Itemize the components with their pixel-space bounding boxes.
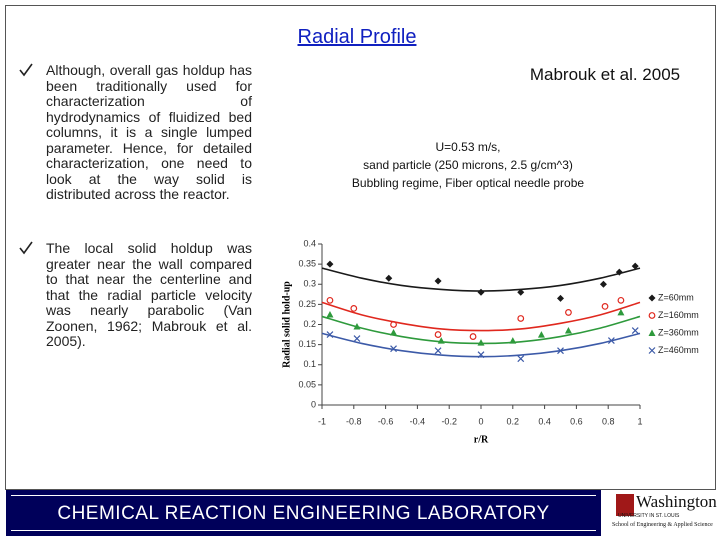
y-tick-label: 0.15 [298,339,316,349]
trend-line [321,332,641,358]
data-point [615,268,623,276]
data-point [350,305,358,312]
data-point [517,288,525,296]
x-tick-label: 0.8 [602,416,615,426]
data-point [631,327,639,334]
x-tick-label: -0.8 [346,416,362,426]
x-tick-label: 1 [637,416,642,426]
x-tick-label: 0.2 [507,416,520,426]
condition: sand particle (250 microns, 2.5 g/cm^3) [363,158,573,172]
logo-line: UNIVERSITY IN ST. LOUIS [618,513,680,519]
data-point [434,347,442,355]
data-point [631,262,639,270]
data-point [617,308,625,316]
legend-label: Z=60mm [658,292,694,302]
data-point [326,331,334,338]
data-point [565,309,572,316]
data-point [477,288,485,296]
data-point [390,345,397,353]
data-point [557,294,564,302]
data-point [385,274,393,282]
slide-frame [5,5,716,490]
data-point [617,296,625,304]
data-point [390,321,397,328]
data-point [599,280,607,288]
legend-marker [648,294,656,302]
data-point [557,347,564,355]
data-point [607,337,615,345]
x-tick-label: -0.2 [441,416,457,426]
footer-text: CHEMICAL REACTION ENGINEERING LABORATORY [57,503,550,524]
logo-line: School of Engineering & Applied Science [612,522,713,528]
x-tick-label: -0.6 [378,416,394,426]
data-point [469,333,477,340]
x-axis-label: r/R [474,434,489,445]
x-tick-label: 0.6 [570,416,583,426]
data-point [517,315,525,322]
chart: 0 0.05 0.1 0.15 0.2 0.25 0.3 0.35 0.4 -1 -0.8 -0.6 -… [281,238,699,445]
y-tick-label: 0.3 [303,279,316,289]
check-icon [19,241,33,255]
check-icon [19,63,33,77]
data-point [434,331,442,338]
legend-label: Z=160mm [658,310,699,320]
y-tick-label: 0.4 [303,238,316,248]
condition: U=0.53 m/s, [435,140,501,154]
logo-shield [616,494,634,516]
condition: Bubbling regime, Fiber optical needle pr… [351,176,585,190]
x-tick-label: 0 [478,416,483,426]
data-point [517,355,525,363]
x-tick-label: -0.4 [410,416,426,426]
trend-line [321,267,641,292]
data-point [353,335,361,343]
y-axis-label: Radial solid hold-up [281,281,292,368]
data-point [601,302,609,310]
data-point [537,331,545,338]
x-tick-label: -1 [318,416,326,426]
bullet: Although, overall gas holdup has been tr… [46,62,252,202]
y-tick-label: 0.25 [298,299,316,309]
footer-bar: CHEMICAL REACTION ENGINEERING LABORATORY [6,490,601,536]
data-point [509,337,517,344]
data-point [437,337,445,344]
legend-marker [648,329,656,336]
x-tick-label: 0.4 [538,416,551,426]
legend-label: Z=460mm [658,345,699,355]
y-tick-label: 0.35 [298,259,316,269]
legend-marker [648,312,656,319]
citation: Mabrouk et al. 2005 [529,65,681,84]
y-tick-label: 0 [311,399,316,409]
legend-label: Z=360mm [658,327,699,337]
slide-title: Radial Profile [297,26,417,48]
y-tick-label: 0.1 [303,359,316,369]
data-point [390,329,398,336]
data-point [326,310,334,318]
bullet: The local solid holdup was greater near … [46,240,252,349]
data-point [326,296,334,304]
logo-name: Washington [636,492,717,511]
data-point [353,323,361,330]
y-tick-label: 0.05 [298,379,316,389]
data-point [477,351,485,359]
data-point [326,260,334,268]
data-point [564,327,572,334]
data-point [477,339,485,346]
y-tick-label: 0.2 [303,319,316,329]
trend-line [321,301,641,332]
data-point [434,277,442,285]
legend-marker [648,347,656,354]
